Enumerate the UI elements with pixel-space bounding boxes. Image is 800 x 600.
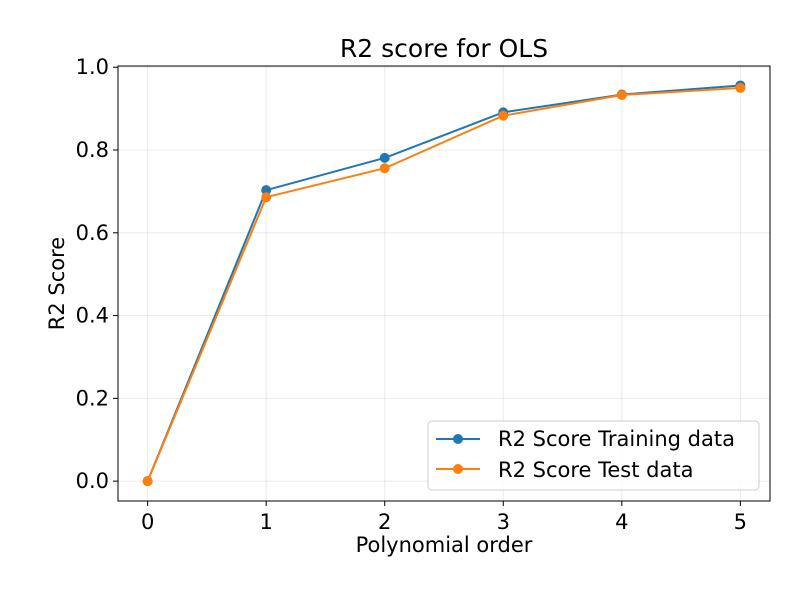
data-point-training <box>379 152 390 163</box>
x-axis-ticks: 0 1 2 3 4 5 <box>141 501 747 534</box>
legend-box <box>427 420 760 491</box>
data-point-test <box>261 192 272 203</box>
x-tick-label: 2 <box>378 510 391 534</box>
y-tick-label: 0.2 <box>76 386 109 410</box>
plot-area-frame <box>117 65 771 502</box>
chart-title: R2 score for OLS <box>340 34 548 63</box>
legend-marker-test <box>453 464 463 474</box>
x-tick-label: 5 <box>734 510 747 534</box>
y-axis-ticks: 0.0 0.2 0.4 0.6 0.8 1.0 <box>76 55 118 493</box>
legend: R2 Score Training data R2 Score Test dat… <box>427 420 760 491</box>
x-tick-label: 1 <box>259 510 272 534</box>
x-axis-title: Polynomial order <box>356 533 533 557</box>
y-tick-label: 0.6 <box>76 221 109 245</box>
data-point-test <box>498 110 509 121</box>
data-point-test <box>379 163 390 174</box>
legend-marker-training <box>453 434 463 444</box>
data-series <box>142 80 746 487</box>
x-tick-label: 4 <box>615 510 628 534</box>
y-tick-label: 1.0 <box>76 55 109 79</box>
y-tick-label: 0.8 <box>76 138 109 162</box>
data-point-test <box>735 82 746 93</box>
data-point-test <box>142 476 153 487</box>
legend-label-training: R2 Score Training data <box>498 427 735 451</box>
data-point-test <box>616 89 627 100</box>
legend-label-test: R2 Score Test data <box>498 458 693 482</box>
x-tick-label: 3 <box>497 510 510 534</box>
y-tick-label: 0.4 <box>76 304 109 328</box>
series-line-test <box>146 86 741 482</box>
data-point-training <box>261 185 272 196</box>
x-tick-label: 0 <box>141 510 154 534</box>
grid-lines <box>118 66 770 501</box>
y-tick-label: 0.0 <box>76 469 109 493</box>
y-axis-title: R2 Score <box>45 237 69 330</box>
